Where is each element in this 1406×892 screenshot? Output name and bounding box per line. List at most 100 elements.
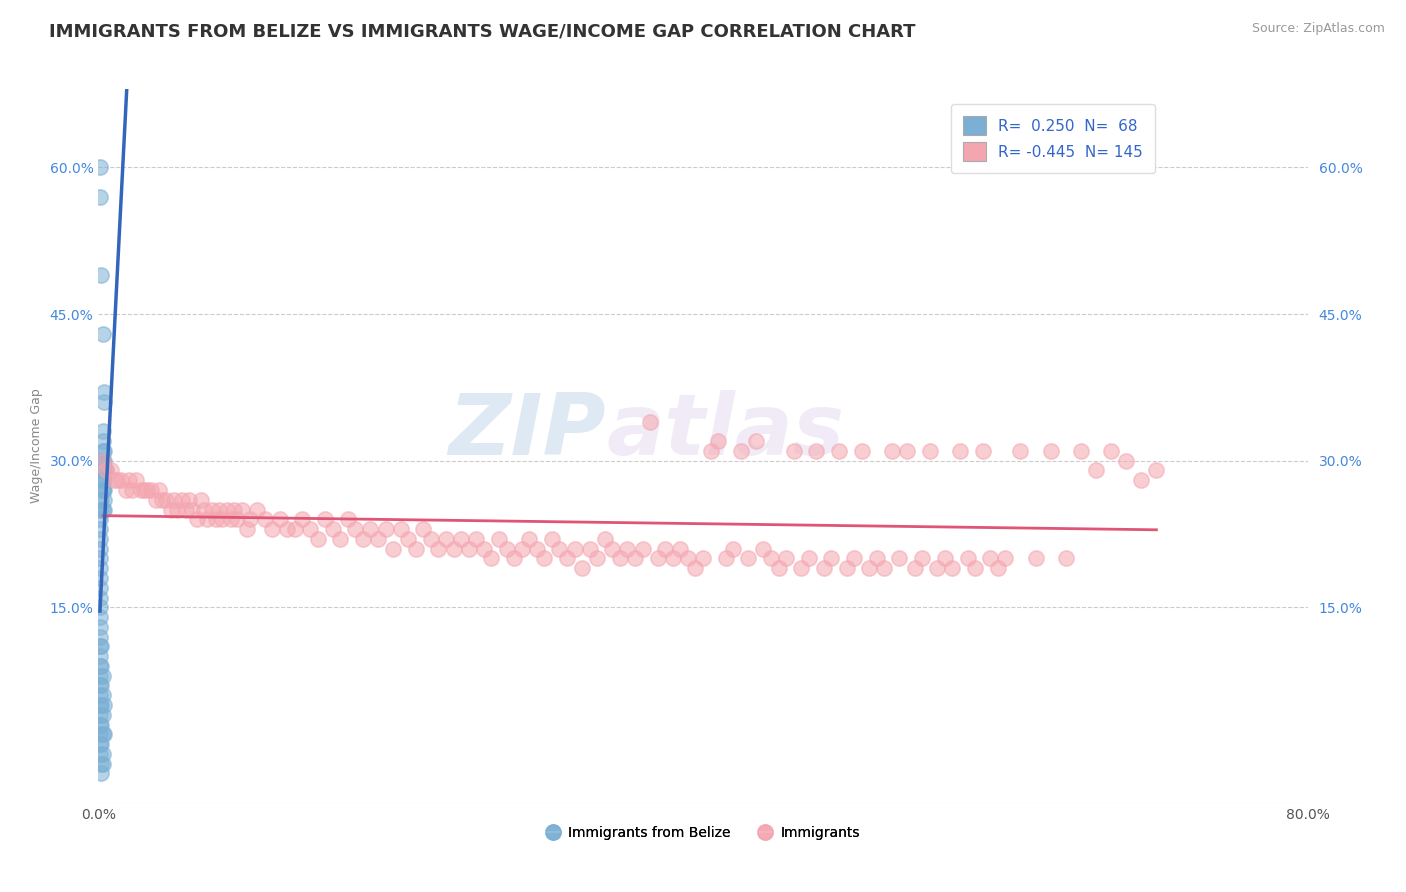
Point <box>160 502 183 516</box>
Point <box>291 512 314 526</box>
Point <box>93 492 115 507</box>
Point <box>91 707 114 722</box>
Point <box>90 492 112 507</box>
Point <box>93 385 115 400</box>
Point <box>1024 551 1046 566</box>
Point <box>103 473 125 487</box>
Y-axis label: Wage/Income Gap: Wage/Income Gap <box>30 389 42 503</box>
Point <box>121 483 143 497</box>
Point <box>90 678 112 692</box>
Point <box>91 727 114 741</box>
Point <box>723 541 745 556</box>
Point <box>495 541 517 556</box>
Point <box>434 532 457 546</box>
Point <box>141 483 163 497</box>
Point <box>150 492 173 507</box>
Point <box>730 443 752 458</box>
Point <box>89 698 111 712</box>
Point <box>571 561 593 575</box>
Point <box>94 463 117 477</box>
Point <box>90 737 112 751</box>
Point <box>631 541 654 556</box>
Point <box>1054 551 1077 566</box>
Point <box>89 561 111 575</box>
Point <box>307 532 329 546</box>
Point <box>1085 463 1108 477</box>
Point <box>93 463 115 477</box>
Point <box>1144 463 1167 477</box>
Point <box>472 541 495 556</box>
Point <box>896 443 918 458</box>
Point <box>91 756 114 771</box>
Point <box>91 443 114 458</box>
Point <box>91 747 114 761</box>
Point <box>89 541 111 556</box>
Point <box>91 434 114 449</box>
Point <box>93 727 115 741</box>
Point <box>90 473 112 487</box>
Point <box>269 512 291 526</box>
Point <box>699 443 721 458</box>
Point <box>517 532 540 546</box>
Point <box>412 522 434 536</box>
Point <box>132 483 155 497</box>
Point <box>91 326 114 341</box>
Point <box>89 727 111 741</box>
Point <box>941 561 963 575</box>
Point <box>759 551 782 566</box>
Point <box>465 532 488 546</box>
Point <box>118 473 141 487</box>
Point <box>1130 473 1153 487</box>
Point <box>89 512 111 526</box>
Point <box>880 443 903 458</box>
Point <box>110 473 132 487</box>
Point <box>89 640 111 654</box>
Point <box>89 707 111 722</box>
Point <box>775 551 797 566</box>
Point <box>89 669 111 683</box>
Point <box>231 502 253 516</box>
Point <box>163 492 186 507</box>
Point <box>148 483 170 497</box>
Point <box>911 551 934 566</box>
Point <box>174 502 197 516</box>
Point <box>89 551 111 566</box>
Point <box>91 453 114 467</box>
Point <box>835 561 858 575</box>
Point <box>93 443 115 458</box>
Point <box>89 659 111 673</box>
Point <box>396 532 419 546</box>
Point <box>114 483 136 497</box>
Point <box>276 522 298 536</box>
Point <box>904 561 927 575</box>
Point <box>90 268 112 282</box>
Point <box>949 443 972 458</box>
Point <box>488 532 510 546</box>
Point <box>360 522 382 536</box>
Point <box>564 541 586 556</box>
Point <box>382 541 405 556</box>
Point <box>578 541 600 556</box>
Point <box>336 512 359 526</box>
Point <box>352 532 374 546</box>
Point <box>1039 443 1062 458</box>
Point <box>90 659 112 673</box>
Point <box>205 512 228 526</box>
Point <box>1010 443 1032 458</box>
Point <box>91 483 114 497</box>
Legend: Immigrants from Belize, Immigrants: Immigrants from Belize, Immigrants <box>540 821 866 846</box>
Point <box>224 502 246 516</box>
Point <box>129 483 152 497</box>
Point <box>94 463 117 477</box>
Point <box>661 551 683 566</box>
Point <box>89 600 111 615</box>
Point <box>768 561 790 575</box>
Point <box>405 541 427 556</box>
Point <box>193 502 215 516</box>
Point <box>125 473 148 487</box>
Point <box>858 561 880 575</box>
Point <box>90 698 112 712</box>
Point <box>208 502 231 516</box>
Point <box>93 502 115 516</box>
Point <box>166 502 188 516</box>
